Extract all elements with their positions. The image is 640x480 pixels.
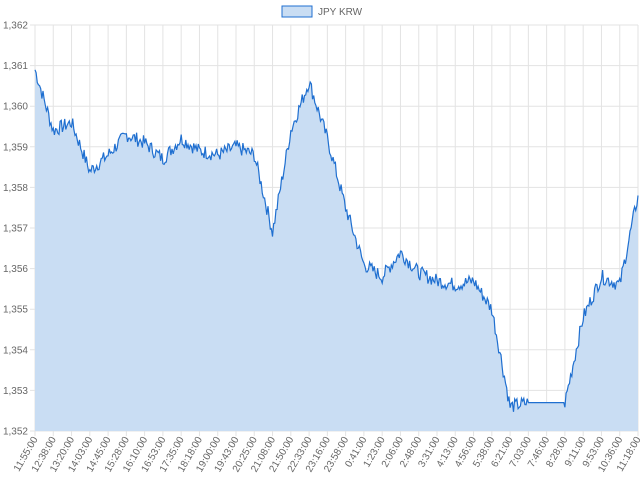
y-tick-label: 1,355	[3, 305, 28, 316]
series-line-jpy-krw[interactable]	[34, 69, 639, 412]
y-tick-label: 1,353	[3, 386, 28, 397]
y-tick-label: 1,354	[3, 345, 28, 356]
legend[interactable]: JPY KRW	[281, 5, 363, 18]
legend-label-jpy-krw: JPY KRW	[318, 7, 363, 18]
y-tick-label: 1,361	[3, 61, 28, 72]
y-tick-label: 1,352	[3, 427, 28, 438]
y-tick-label: 1,359	[3, 142, 28, 153]
legend-swatch-jpy-krw	[281, 5, 313, 18]
series-area-fill	[35, 69, 638, 432]
y-tick-label: 1,358	[3, 183, 28, 194]
x-axis-ticks: 11:55:0012:38:0013:20:0014:03:0014:45:00…	[12, 435, 640, 475]
y-tick-label: 1,362	[3, 21, 28, 32]
y-tick-label: 1,357	[3, 224, 28, 235]
y-axis-ticks: 1,352 1,353 1,354 1,355 1,356 1,357 1,358 1,359…	[3, 21, 28, 438]
y-tick-label: 1,356	[3, 264, 28, 275]
y-tick-label: 1,360	[3, 102, 28, 113]
